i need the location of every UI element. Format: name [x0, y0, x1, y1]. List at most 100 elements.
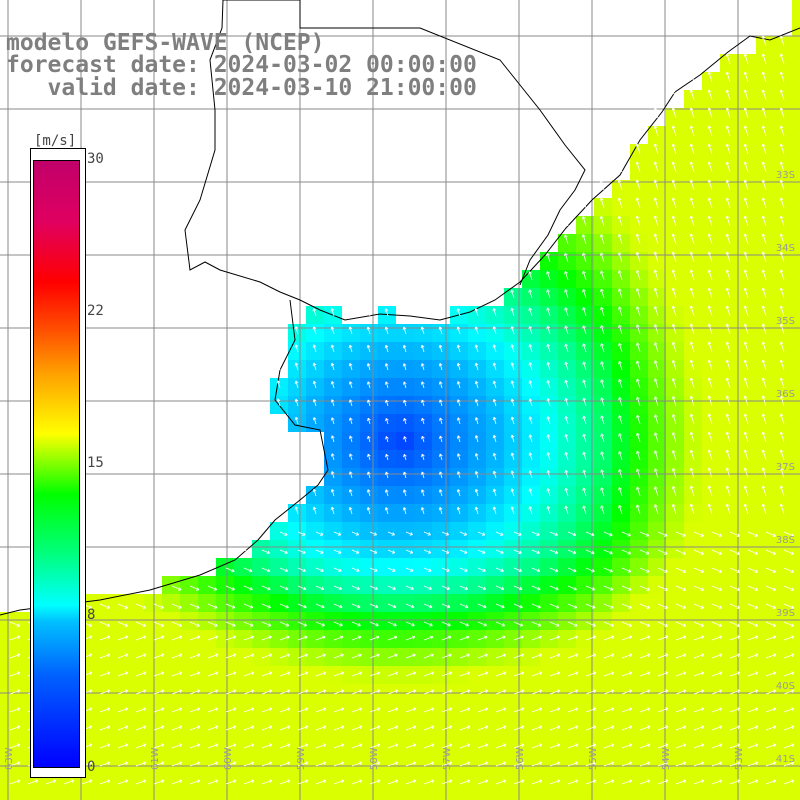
wind-arrow	[513, 653, 525, 659]
wind-arrow	[567, 743, 579, 749]
wind-arrow	[333, 567, 342, 572]
wind-arrow	[783, 531, 795, 537]
field-cell	[702, 774, 720, 792]
wind-arrow	[189, 671, 201, 677]
field-cell	[0, 702, 18, 720]
field-cell	[720, 666, 738, 684]
wind-arrow	[351, 531, 360, 536]
wind-arrow	[369, 725, 381, 731]
wind-arrow	[671, 143, 677, 155]
field-cell	[648, 612, 666, 630]
wind-arrow	[333, 531, 342, 536]
field-cell	[612, 252, 630, 270]
field-cell	[666, 738, 684, 756]
wind-arrow	[585, 635, 597, 641]
field-cell	[648, 558, 666, 576]
wind-arrow	[387, 779, 399, 785]
field-cell	[702, 792, 720, 800]
field-cell	[162, 738, 180, 756]
wind-arrow	[621, 671, 633, 677]
wind-arrow	[636, 324, 641, 335]
wind-arrow	[369, 585, 378, 591]
wind-arrow	[567, 653, 579, 659]
wind-arrow	[492, 488, 497, 497]
field-cell	[324, 594, 342, 612]
field-cell	[414, 720, 432, 738]
wind-arrow	[689, 341, 695, 353]
field-cell	[666, 666, 684, 684]
wind-arrow	[711, 707, 723, 713]
field-cell	[198, 738, 216, 756]
field-cell	[666, 396, 684, 414]
wind-arrow	[531, 689, 543, 695]
field-cell	[144, 702, 162, 720]
wind-arrow	[761, 395, 767, 407]
field-cell	[702, 126, 720, 144]
wind-arrow	[351, 653, 362, 659]
field-cell	[738, 414, 756, 432]
field-cell	[612, 612, 630, 630]
wind-arrow	[707, 125, 713, 137]
field-cell	[720, 756, 738, 774]
wind-arrow	[528, 488, 533, 497]
field-cell	[378, 522, 396, 540]
field-cell	[522, 558, 540, 576]
field-cell	[774, 252, 792, 270]
field-cell	[90, 774, 108, 792]
wind-arrow	[747, 531, 759, 537]
field-cell	[612, 468, 630, 486]
field-cell	[612, 666, 630, 684]
field-cell	[360, 414, 378, 432]
field-cell	[702, 720, 720, 738]
wind-arrow	[403, 453, 407, 461]
wind-arrow	[765, 689, 777, 695]
field-cell	[90, 792, 108, 800]
field-cell	[684, 720, 702, 738]
wind-arrow	[747, 603, 759, 609]
field-cell	[180, 792, 198, 800]
field-cell	[648, 630, 666, 648]
field-cell	[756, 144, 774, 162]
wind-arrow	[707, 179, 713, 191]
wind-arrow	[330, 417, 335, 425]
wind-arrow	[403, 436, 407, 443]
field-cell	[270, 666, 288, 684]
wind-arrow	[693, 671, 705, 677]
field-cell	[396, 630, 414, 648]
wind-arrow	[153, 743, 165, 749]
wind-arrow	[600, 324, 605, 335]
wind-arrow	[653, 342, 659, 353]
field-cell	[90, 630, 108, 648]
field-cell	[684, 792, 702, 800]
wind-arrow	[441, 725, 453, 731]
field-cell	[594, 792, 612, 800]
field-cell	[720, 72, 738, 90]
wind-arrow	[330, 308, 335, 317]
field-cell	[396, 792, 414, 800]
field-cell	[576, 504, 594, 522]
wind-arrow	[675, 761, 687, 767]
field-cell	[774, 144, 792, 162]
field-cell	[342, 540, 360, 558]
field-cell	[702, 108, 720, 126]
field-cell	[576, 270, 594, 288]
wind-arrow	[783, 707, 795, 713]
field-cell	[468, 648, 486, 666]
wind-arrow	[747, 761, 759, 767]
wind-arrow	[600, 343, 605, 353]
wind-arrow	[779, 143, 785, 155]
wind-arrow	[761, 341, 767, 353]
field-cell	[216, 612, 234, 630]
wind-arrow	[725, 467, 731, 479]
field-cell	[720, 738, 738, 756]
field-cell	[756, 666, 774, 684]
wind-arrow	[743, 431, 749, 443]
wind-arrow	[441, 603, 451, 609]
field-cell	[756, 486, 774, 504]
wind-arrow	[531, 761, 543, 767]
field-cell	[720, 252, 738, 270]
wind-arrow	[636, 414, 641, 425]
wind-arrow	[693, 689, 705, 695]
field-cell	[576, 792, 594, 800]
